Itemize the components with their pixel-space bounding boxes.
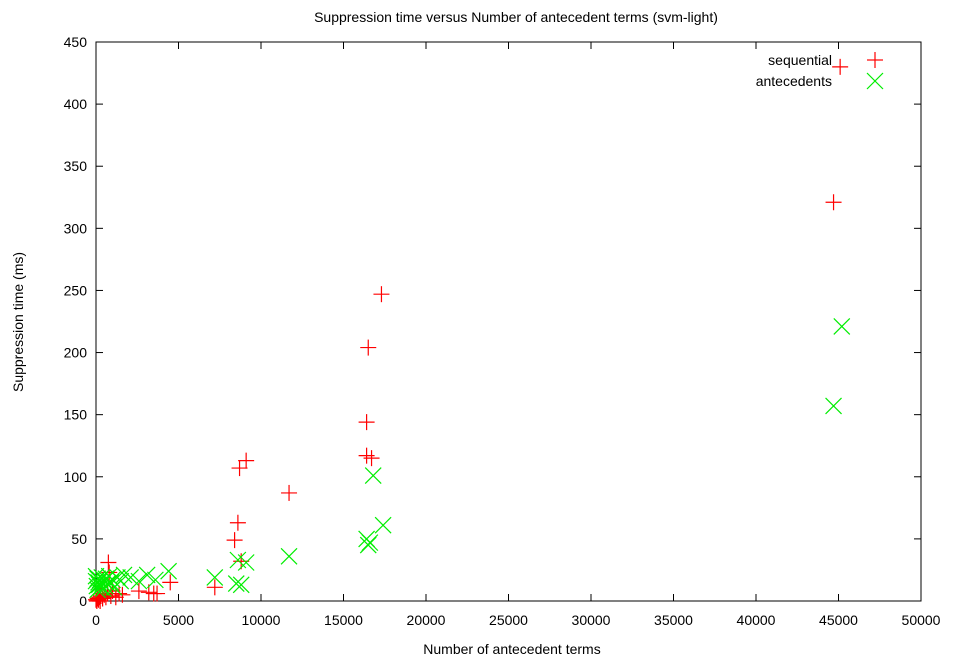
cross-b <box>146 571 164 589</box>
antecedents-point <box>88 577 106 595</box>
antecedents-point <box>206 568 224 586</box>
x-axis-label: Number of antecedent terms <box>423 641 600 657</box>
cross-b <box>237 554 255 571</box>
cross-b <box>280 547 298 565</box>
antecedents-point <box>825 397 842 415</box>
sequential-point <box>363 450 380 467</box>
x-tick-label: 10000 <box>242 612 281 628</box>
series-layer <box>87 58 851 609</box>
cross-b <box>104 571 121 589</box>
sequential-point <box>229 514 246 531</box>
x-tick-label: 35000 <box>654 612 693 628</box>
antecedents-point <box>232 576 250 594</box>
antecedents-point <box>361 534 379 552</box>
cross-b <box>232 576 250 594</box>
cross-b <box>229 551 247 569</box>
cross-b <box>825 397 842 415</box>
x-tick-label: 45000 <box>819 612 858 628</box>
antecedents-point <box>364 467 382 484</box>
antecedents-point <box>130 572 148 590</box>
x-tick-label: 5000 <box>163 612 194 628</box>
cross-b <box>88 577 106 595</box>
x-tick-label: 40000 <box>737 612 776 628</box>
y-tick-label: 350 <box>64 158 88 174</box>
x-axis: 0 5000 10000 15000 20000 25000 30000 35000 40000… <box>92 42 941 628</box>
cross-b <box>364 467 382 484</box>
y-tick-label: 100 <box>64 469 88 485</box>
sequential-point <box>100 554 117 571</box>
y-axis-label: Suppression time (ms) <box>10 252 26 392</box>
sequential-point <box>130 583 147 600</box>
y-tick-label: 250 <box>64 282 88 298</box>
cross-b <box>833 318 851 335</box>
legend-label: antecedents <box>756 73 832 89</box>
antecedents-point <box>104 571 121 589</box>
cross-b <box>866 72 884 90</box>
antecedents-point <box>280 547 298 565</box>
x-tick-label: 0 <box>92 612 100 628</box>
sequential-point <box>373 286 390 303</box>
sequential-point <box>149 585 166 602</box>
legend-marker <box>866 72 884 90</box>
antecedents-point <box>833 318 851 335</box>
y-tick-label: 0 <box>79 593 87 609</box>
x-tick-label: 20000 <box>407 612 446 628</box>
plot-area <box>95 41 922 602</box>
sequential-point <box>281 484 298 501</box>
cross-b <box>374 516 392 534</box>
antecedents-point <box>122 568 140 586</box>
cross-b <box>206 568 224 586</box>
cross-b <box>160 562 178 580</box>
sequential-point <box>358 414 375 431</box>
y-tick-label: 200 <box>64 345 88 361</box>
y-tick-label: 400 <box>64 96 88 112</box>
sequential-point <box>162 574 179 591</box>
y-tick-label: 450 <box>64 34 88 50</box>
cross-b <box>227 575 245 593</box>
x-tick-label: 50000 <box>902 612 941 628</box>
sequential-point <box>111 585 128 602</box>
cross-b <box>130 572 148 590</box>
sequential-point <box>360 339 377 356</box>
antecedents-point <box>237 554 255 571</box>
cross-b <box>361 534 379 552</box>
legend-label: sequential <box>768 52 832 68</box>
legend: sequential antecedents <box>756 52 884 90</box>
cross-b <box>138 566 156 584</box>
antecedents-point <box>112 572 130 590</box>
y-tick-label: 300 <box>64 220 88 236</box>
sequential-point <box>358 447 375 464</box>
x-tick-label: 25000 <box>489 612 528 628</box>
plot-border <box>95 41 922 602</box>
series-antecedents <box>87 318 851 599</box>
y-axis: 0 50 100 150 200 250 300 350 400 450 <box>64 34 921 609</box>
cross-b <box>122 568 140 586</box>
antecedents-point <box>115 566 133 584</box>
antecedents-point <box>160 562 178 580</box>
sequential-point <box>825 194 842 211</box>
legend-marker <box>867 52 883 68</box>
antecedents-point <box>138 566 156 584</box>
antecedents-point <box>374 516 392 534</box>
sequential-point <box>231 460 248 477</box>
sequential-point <box>206 579 223 596</box>
x-tick-label: 30000 <box>572 612 611 628</box>
sequential-point <box>226 532 243 549</box>
chart-title: Suppression time versus Number of antece… <box>314 9 718 25</box>
cross-b <box>115 566 133 584</box>
antecedents-point <box>227 575 245 593</box>
y-tick-label: 150 <box>64 407 88 423</box>
antecedents-point <box>146 571 164 589</box>
y-tick-label: 50 <box>71 531 87 547</box>
sequential-point <box>107 589 124 606</box>
sequential-point <box>832 58 849 75</box>
x-tick-label: 15000 <box>324 612 363 628</box>
sequential-point <box>238 452 255 469</box>
cross-b <box>99 575 116 593</box>
series-sequential <box>88 58 849 609</box>
cross-b <box>112 572 130 590</box>
